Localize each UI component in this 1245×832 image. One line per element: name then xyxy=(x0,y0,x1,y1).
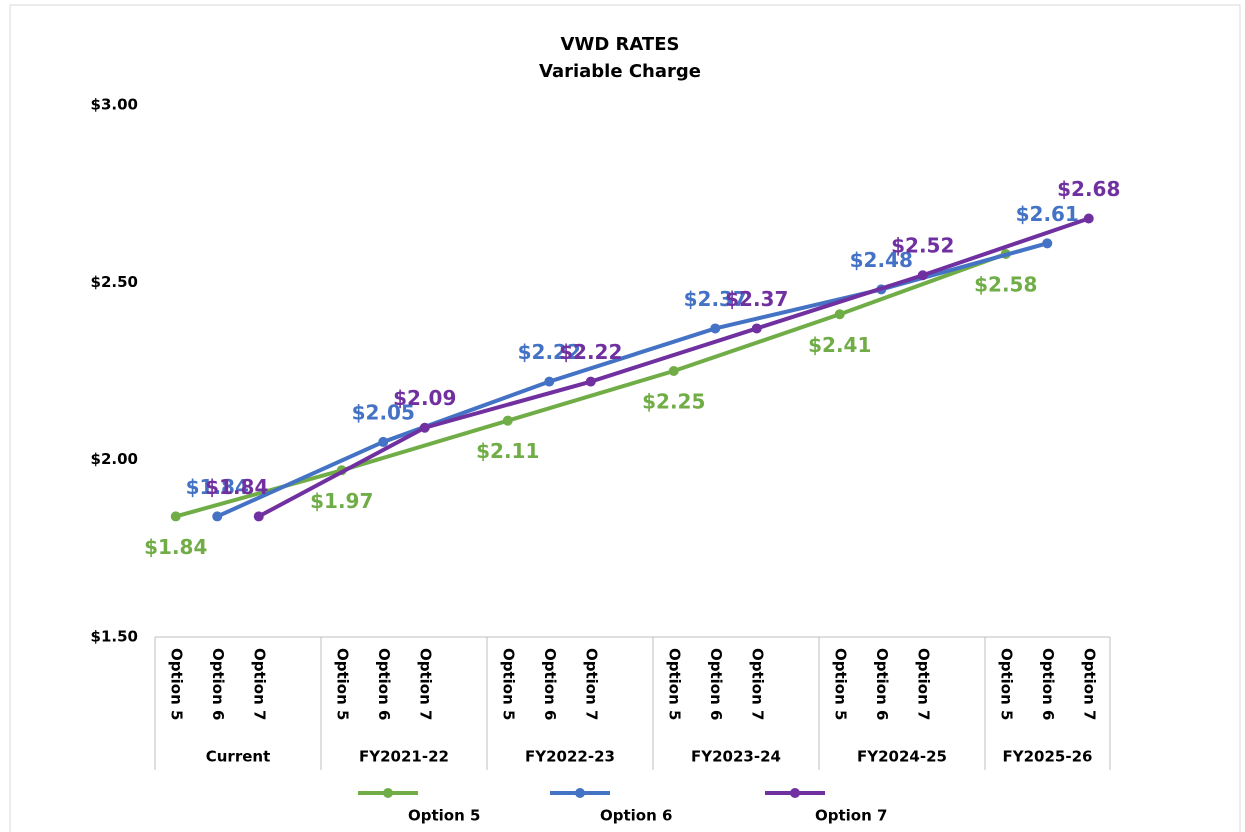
data-label: $2.05 xyxy=(352,400,415,424)
x-tick-label: Option 5 xyxy=(333,648,351,720)
x-tick-label: Option 7 xyxy=(416,648,434,720)
data-point xyxy=(668,366,679,376)
series-line xyxy=(257,216,1090,519)
data-label: $1.84 xyxy=(144,535,207,559)
data-label: $2.48 xyxy=(850,248,913,272)
x-group-label: FY2024-25 xyxy=(857,748,947,766)
data-point xyxy=(502,415,513,426)
x-tick-label: Option 5 xyxy=(831,648,849,720)
data-point xyxy=(544,376,555,387)
data-label: $2.22 xyxy=(559,340,622,364)
x-tick-label: Option 5 xyxy=(665,648,683,720)
x-tick-label: Option 5 xyxy=(499,648,517,720)
data-label: $2.37 xyxy=(684,287,747,311)
chart-subtitle: Variable Charge xyxy=(539,61,701,82)
x-tick-label: Option 7 xyxy=(1080,648,1098,720)
data-label: $2.25 xyxy=(642,390,705,414)
data-point xyxy=(1083,213,1094,224)
x-tick-label: Option 6 xyxy=(707,648,725,720)
legend-label: Option 7 xyxy=(815,807,887,825)
data-label: $1.84 xyxy=(205,475,268,499)
data-label: $2.52 xyxy=(891,234,954,258)
data-label: $1.97 xyxy=(310,489,373,513)
data-label: $2.09 xyxy=(393,386,456,410)
data-point xyxy=(585,376,596,387)
data-label: $2.58 xyxy=(974,272,1037,296)
x-group-label: Current xyxy=(206,748,271,766)
x-tick-label: Option 7 xyxy=(748,648,766,720)
chart-border xyxy=(9,4,1241,832)
series-line xyxy=(175,252,1007,519)
y-tick-label: $2.50 xyxy=(91,273,138,291)
chart-title: VWD RATES xyxy=(561,34,680,55)
data-label: $2.11 xyxy=(476,439,539,463)
legend-label: Option 5 xyxy=(408,807,480,825)
data-point xyxy=(834,309,845,320)
x-tick-label: Option 6 xyxy=(1039,648,1057,720)
data-point xyxy=(1042,238,1053,249)
y-tick-label: $3.00 xyxy=(91,96,138,114)
y-tick-label: $2.00 xyxy=(91,450,138,468)
x-tick-label: Option 7 xyxy=(582,648,600,720)
x-tick-label: Option 6 xyxy=(541,648,559,720)
data-point xyxy=(751,323,762,334)
data-point xyxy=(378,436,389,447)
data-point xyxy=(419,422,430,433)
y-tick-label: $1.50 xyxy=(91,628,138,646)
x-tick-label: Option 5 xyxy=(997,648,1015,720)
data-point xyxy=(253,511,264,522)
x-group-label: FY2025-26 xyxy=(1003,748,1093,766)
x-tick-label: Option 6 xyxy=(873,648,891,720)
x-group-label: FY2021-22 xyxy=(359,748,449,766)
legend-marker xyxy=(790,788,800,798)
data-label: $1.84 xyxy=(186,475,249,499)
x-tick-label: Option 6 xyxy=(209,648,227,720)
x-group-label: FY2022-23 xyxy=(525,748,615,766)
data-label: $2.41 xyxy=(808,333,871,357)
data-label: $2.61 xyxy=(1016,202,1079,226)
x-group-label: FY2023-24 xyxy=(691,748,781,766)
x-tick-label: Option 7 xyxy=(914,648,932,720)
data-label: $2.37 xyxy=(725,287,788,311)
legend-marker xyxy=(575,788,585,798)
data-point xyxy=(212,511,223,522)
data-point xyxy=(917,270,928,281)
x-tick-label: Option 6 xyxy=(375,648,393,720)
data-point xyxy=(170,511,181,522)
legend-label: Option 6 xyxy=(600,807,672,825)
data-label: $2.68 xyxy=(1057,177,1120,201)
data-point xyxy=(710,323,721,334)
legend-marker xyxy=(383,788,393,798)
x-tick-label: Option 5 xyxy=(167,648,185,720)
x-tick-label: Option 7 xyxy=(250,648,268,720)
data-label: $2.22 xyxy=(518,340,581,364)
